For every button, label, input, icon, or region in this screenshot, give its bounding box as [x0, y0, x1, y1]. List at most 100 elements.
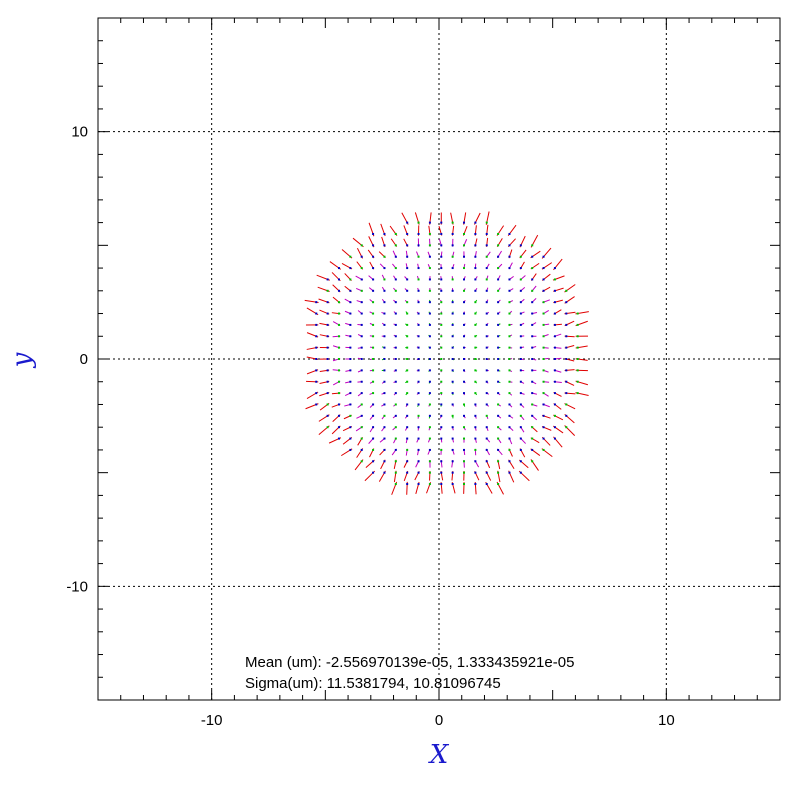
vector-origin — [337, 289, 340, 292]
vector-origin — [463, 414, 466, 417]
vector-origin — [463, 323, 466, 326]
vector-origin — [440, 448, 443, 451]
mean-annotation: Mean (um): -2.556970139e-05, 1.333435921… — [245, 654, 574, 671]
vector-origin — [349, 414, 352, 417]
vector-origin — [553, 380, 556, 383]
vector-origin — [440, 380, 443, 383]
vector-origin — [531, 403, 534, 406]
vector-origin — [474, 483, 477, 486]
vector-origin — [542, 312, 545, 315]
vector-origin — [315, 346, 318, 349]
vector-origin — [485, 403, 488, 406]
vector-origin — [406, 312, 409, 315]
vector-origin — [337, 392, 340, 395]
vector-origin — [531, 312, 534, 315]
vector-origin — [428, 437, 431, 440]
vector-origin — [542, 437, 545, 440]
vector-origin — [451, 323, 454, 326]
vector-origin — [337, 312, 340, 315]
vector-origin — [428, 312, 431, 315]
vector-origin — [428, 403, 431, 406]
vector-origin — [531, 414, 534, 417]
vector-origin — [440, 335, 443, 338]
vector-origin — [485, 392, 488, 395]
vector-origin — [474, 289, 477, 292]
vector-origin — [406, 221, 409, 224]
vector-origin — [508, 346, 511, 349]
vector-origin — [315, 335, 318, 338]
vector-origin — [326, 323, 329, 326]
vector-origin — [576, 358, 579, 360]
vector-origin — [372, 471, 375, 474]
vector-origin — [440, 392, 443, 395]
vector-origin — [337, 346, 340, 349]
vector-origin — [326, 312, 329, 315]
vector-origin — [406, 437, 409, 440]
vector-origin — [542, 403, 545, 406]
vector-origin — [372, 312, 375, 315]
vector-origin — [463, 244, 466, 247]
vector-origin — [349, 289, 352, 292]
vector-origin — [508, 255, 511, 258]
vector-origin — [519, 278, 522, 281]
vector-origin — [360, 346, 363, 349]
vector-origin — [474, 380, 477, 383]
vector-origin — [531, 289, 534, 292]
vector-origin — [360, 301, 363, 304]
vector-origin — [463, 369, 466, 372]
vector-origin — [451, 437, 454, 440]
vector-origin — [508, 358, 511, 360]
vector-origin — [485, 448, 488, 451]
vector-origin — [474, 414, 477, 417]
vector-origin — [531, 380, 534, 383]
vector-origin — [485, 301, 488, 304]
vector-origin — [372, 335, 375, 338]
vector-origin — [565, 323, 568, 326]
vector-origin — [440, 278, 443, 281]
vector-origin — [508, 301, 511, 304]
vector-origin — [531, 346, 534, 349]
vector-origin — [485, 471, 488, 474]
vector-origin — [474, 358, 477, 360]
vector-origin — [508, 244, 511, 247]
vector-origin — [553, 301, 556, 304]
vector-origin — [565, 414, 568, 417]
vector-origin — [542, 289, 545, 292]
vector-origin — [519, 380, 522, 383]
vector-origin — [360, 392, 363, 395]
vector-origin — [383, 312, 386, 315]
vector-origin — [463, 312, 466, 315]
vector-origin — [440, 244, 443, 247]
vector-origin — [428, 471, 431, 474]
vector-origin — [542, 323, 545, 326]
vector-origin — [383, 335, 386, 338]
vector-origin — [406, 426, 409, 429]
vector-origin — [531, 369, 534, 372]
vector-origin — [417, 278, 420, 281]
vector-origin — [406, 232, 409, 235]
vector-origin — [337, 403, 340, 406]
vector-origin — [440, 358, 443, 360]
y-tick-label: 10 — [71, 124, 88, 141]
vector-origin — [474, 369, 477, 372]
vector-origin — [428, 289, 431, 292]
vector-origin — [372, 380, 375, 383]
vector-origin — [315, 380, 318, 383]
vector-origin — [394, 483, 397, 486]
vector-origin — [451, 221, 454, 224]
vector-origin — [531, 255, 534, 258]
vector-origin — [451, 346, 454, 349]
vector-origin — [542, 267, 545, 270]
vector-origin — [372, 289, 375, 292]
vector-origin — [508, 232, 511, 235]
vector-origin — [565, 426, 568, 429]
vector-origin — [349, 426, 352, 429]
vector-origin — [497, 232, 500, 235]
vector-origin — [497, 244, 500, 247]
vector-origin — [383, 403, 386, 406]
vector-origin — [440, 267, 443, 270]
vector-origin — [417, 358, 420, 360]
vector-origin — [474, 346, 477, 349]
vector-origin — [565, 335, 568, 338]
